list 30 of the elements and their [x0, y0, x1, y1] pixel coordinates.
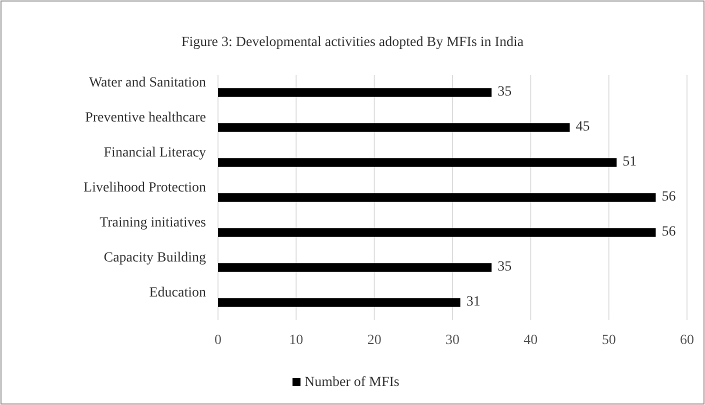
chart-title: Figure 3: Developmental activities adopted By MFIs in India [181, 35, 524, 50]
x-tick-label: 0 [214, 333, 222, 348]
data-label: 31 [466, 294, 480, 310]
x-tick-label: 30 [446, 333, 460, 348]
y-tick-label: Financial Literacy [104, 146, 206, 160]
x-tick-label: 10 [289, 333, 304, 348]
bar [218, 228, 656, 237]
data-label: 45 [576, 120, 590, 135]
data-label: 35 [498, 260, 512, 275]
y-tick-label: Livelihood Protection [84, 180, 206, 196]
bar [218, 88, 492, 97]
y-tick-label: Capacity Building [104, 250, 206, 266]
y-tick-label: Education [149, 286, 206, 300]
y-tick-label: Training initiatives [100, 216, 206, 230]
bar [218, 193, 656, 202]
data-label: 56 [662, 190, 676, 205]
legend-label: Number of MFIs [304, 375, 400, 390]
bar [218, 123, 570, 132]
bar [218, 263, 492, 272]
data-label: 51 [622, 154, 637, 170]
x-tick-label: 20 [367, 333, 382, 348]
bar [218, 298, 460, 307]
x-tick-label: 40 [524, 333, 538, 348]
x-tick-label: 50 [602, 333, 616, 348]
x-tick-label: 60 [680, 333, 694, 348]
bar [218, 158, 617, 167]
y-tick-label: Preventive healthcare [85, 110, 206, 126]
data-label: 56 [662, 224, 676, 240]
y-tick-label: Water and Sanitation [88, 76, 206, 90]
data-label: 35 [498, 84, 512, 100]
